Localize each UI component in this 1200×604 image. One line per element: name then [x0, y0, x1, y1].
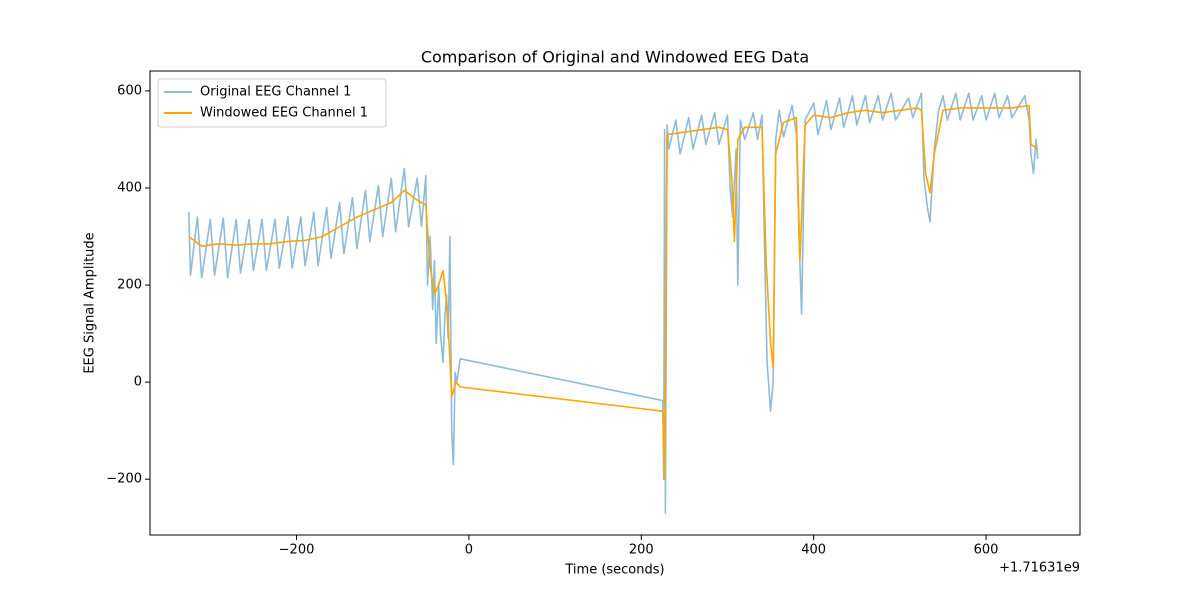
y-tick-label: 0: [134, 375, 142, 390]
x-tick-label: 0: [465, 543, 473, 558]
legend-box: [157, 78, 387, 128]
legend-label: Windowed EEG Channel 1: [200, 106, 368, 121]
x-tick-label: 200: [629, 543, 654, 558]
x-tick-label: 600: [974, 543, 999, 558]
x-offset-label: +1.71631e9: [999, 561, 1080, 576]
y-tick-label: 200: [117, 278, 142, 293]
x-tick-label: 400: [801, 543, 826, 558]
series-line: [188, 92, 1039, 514]
y-tick-label: 600: [117, 83, 142, 98]
y-tick-label: 400: [117, 180, 142, 195]
plot-frame: [149, 70, 1081, 536]
x-tick-label: −200: [279, 543, 315, 558]
x-axis-label: Time (seconds): [564, 563, 664, 578]
chart-title: Comparison of Original and Windowed EEG …: [421, 48, 809, 67]
legend-label: Original EEG Channel 1: [200, 85, 351, 100]
y-tick-label: −200: [106, 472, 142, 487]
series-line: [188, 104, 1039, 480]
y-axis-label: EEG Signal Amplitude: [83, 232, 98, 373]
